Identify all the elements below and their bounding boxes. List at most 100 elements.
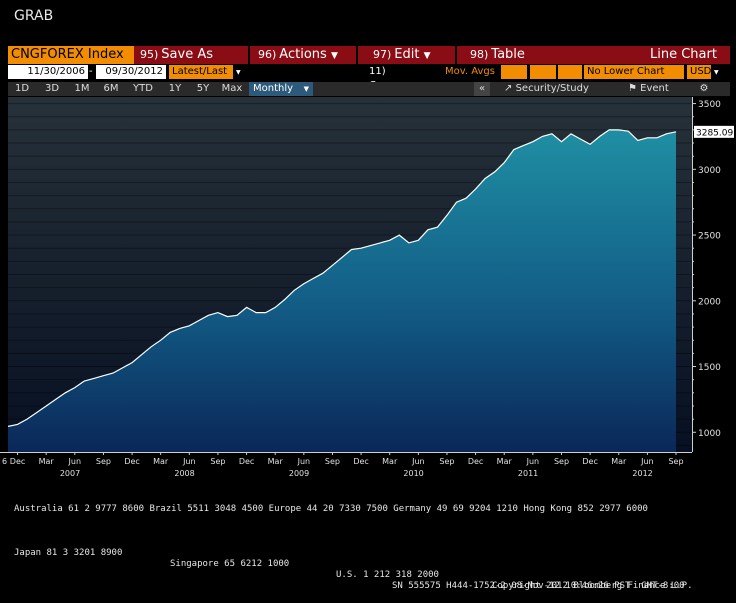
event-button[interactable]: ⚑ Event xyxy=(624,82,684,96)
edit-number: 97) xyxy=(373,48,392,61)
x-tick-label: Mar xyxy=(382,457,398,466)
toolbar-divider xyxy=(455,46,457,64)
currency-select[interactable]: USD xyxy=(687,65,711,79)
mov-avg-field-2[interactable] xyxy=(530,65,556,79)
period-button-3d[interactable]: 3D xyxy=(44,83,60,94)
x-tick-label: Jun xyxy=(526,457,540,466)
security-study-label: Security/Study xyxy=(515,83,589,94)
footer: Australia 61 2 9777 8600 Brazil 5511 304… xyxy=(14,482,692,592)
x-tick-label: Jun xyxy=(182,457,196,466)
price-mode-dropdown[interactable]: ▼ xyxy=(233,65,241,79)
footer-singapore: Singapore 65 6212 1000 xyxy=(170,559,290,569)
x-year-label: 2007 xyxy=(60,469,80,478)
x-tick-label: Mar xyxy=(497,457,513,466)
x-year-label: 2010 xyxy=(403,469,423,478)
x-tick-label: Sep xyxy=(210,457,225,466)
series-line xyxy=(8,129,677,427)
period-button-max[interactable]: Max xyxy=(221,83,243,94)
x-tick-label: Mar xyxy=(268,457,284,466)
x-tick-label: Sep xyxy=(668,457,683,466)
period-button-5y[interactable]: 5Y xyxy=(196,83,210,94)
date-dash: - xyxy=(88,65,96,79)
table-number: 98) xyxy=(470,48,489,61)
x-tick-label: Dec xyxy=(468,457,483,466)
lower-chart-select[interactable]: No Lower Chart xyxy=(584,65,684,79)
chevron-down-icon: ▼ xyxy=(236,69,241,76)
y-tick-label: 1000 xyxy=(698,429,721,439)
x-year-label: 2011 xyxy=(518,469,538,478)
table-label: Table xyxy=(491,47,525,62)
x-tick-label: Jun xyxy=(68,457,82,466)
x-tick-label: Jun xyxy=(411,457,425,466)
frequency-select[interactable]: Monthly ▼ xyxy=(249,82,313,96)
collapse-button[interactable]: « xyxy=(474,82,490,96)
y-tick-label: 3000 xyxy=(698,166,721,176)
footer-japan: Japan 81 3 3201 8900 xyxy=(14,548,123,558)
x-tick-label: Sep xyxy=(96,457,111,466)
y-tick-label: 3500 xyxy=(698,100,721,110)
period-button-6m[interactable]: 6M xyxy=(103,83,119,94)
start-date-field[interactable]: 11/30/2006 xyxy=(8,65,88,79)
y-tick-label: 1500 xyxy=(698,363,721,373)
last-value-label: 3285.09 xyxy=(696,128,733,138)
x-year-label: 2012 xyxy=(632,469,652,478)
x-tick-label: Mar xyxy=(611,457,627,466)
edit-button[interactable]: 97) Edit ▼ xyxy=(373,46,453,64)
chevron-down-icon: ▼ xyxy=(714,69,719,76)
mov-avgs-label: Mov. Avgs xyxy=(442,65,500,79)
footer-line-1: Australia 61 2 9777 8600 Brazil 5511 304… xyxy=(14,504,648,514)
x-tick-label: Dec xyxy=(353,457,368,466)
frequency-label: Monthly xyxy=(253,83,294,94)
mov-avg-field-1[interactable] xyxy=(501,65,527,79)
x-tick-label: Mar xyxy=(153,457,169,466)
x-axis: 6 Dec Mar Jun Sep Dec Mar Jun Sep Dec Mar Jun Sep Dec… xyxy=(0,452,692,478)
currency-dropdown[interactable]: ▼ xyxy=(711,65,719,79)
footer-serial: SN 555575 H444-1752-2 08-Nov-12 10:46:26… xyxy=(392,581,685,591)
chevron-down-icon: ▼ xyxy=(330,51,338,61)
area-fill xyxy=(8,129,676,452)
toolbar-divider xyxy=(356,46,358,64)
window-title: GRAB xyxy=(14,8,54,24)
x-tick-label: Sep xyxy=(554,457,569,466)
period-button-1d[interactable]: 1D xyxy=(14,83,30,94)
x-tick-label: Dec xyxy=(239,457,254,466)
price-mode-select[interactable]: Latest/Last xyxy=(169,65,233,79)
compare-button[interactable]: 11) Compare xyxy=(366,65,428,91)
gear-icon[interactable]: ⚙ xyxy=(699,83,709,94)
line-chart-plot xyxy=(8,97,692,452)
chevron-down-icon: ▼ xyxy=(423,51,431,61)
ticker-field[interactable]: CNGFOREX Index xyxy=(8,46,134,64)
main-toolbar xyxy=(8,46,730,64)
event-label: Event xyxy=(640,83,669,94)
x-tick-label: Dec xyxy=(124,457,139,466)
line-chart-icon: ↗ xyxy=(504,83,513,94)
period-toolbar xyxy=(8,82,730,96)
period-button-ytd[interactable]: YTD xyxy=(133,83,153,94)
x-tick-label: Sep xyxy=(439,457,454,466)
chevron-down-icon: ▼ xyxy=(303,85,309,93)
x-tick-label: Sep xyxy=(325,457,340,466)
save-as-label: Save As xyxy=(161,47,214,62)
x-tick-label: 6 xyxy=(2,457,7,466)
actions-button[interactable]: 96) Actions ▼ xyxy=(258,46,354,64)
mov-avg-field-3[interactable] xyxy=(558,65,582,79)
save-as-button[interactable]: 95) Save As xyxy=(140,46,248,64)
event-icon: ⚑ xyxy=(628,83,637,94)
save-as-number: 95) xyxy=(140,48,159,61)
toolbar-divider xyxy=(248,46,250,64)
period-button-1y[interactable]: 1Y xyxy=(168,83,182,94)
table-button[interactable]: 98) Table xyxy=(470,46,550,64)
x-tick-label: Dec xyxy=(582,457,597,466)
end-date-field[interactable]: 09/30/2012 xyxy=(96,65,166,79)
y-tick-label: 2500 xyxy=(698,232,721,242)
x-year-label: 2009 xyxy=(289,469,309,478)
security-study-button[interactable]: ↗ Security/Study xyxy=(500,82,610,96)
chart-type-label[interactable]: Line Chart xyxy=(650,47,717,62)
x-tick-label: Mar xyxy=(39,457,55,466)
x-tick-label: Jun xyxy=(297,457,311,466)
actions-number: 96) xyxy=(258,48,277,61)
x-tick-label: Jun xyxy=(640,457,654,466)
period-button-1m[interactable]: 1M xyxy=(74,83,90,94)
y-axis: 1000 1500 2000 2500 3000 3500 3285.09 xyxy=(692,97,734,452)
x-year-label: 2008 xyxy=(174,469,194,478)
